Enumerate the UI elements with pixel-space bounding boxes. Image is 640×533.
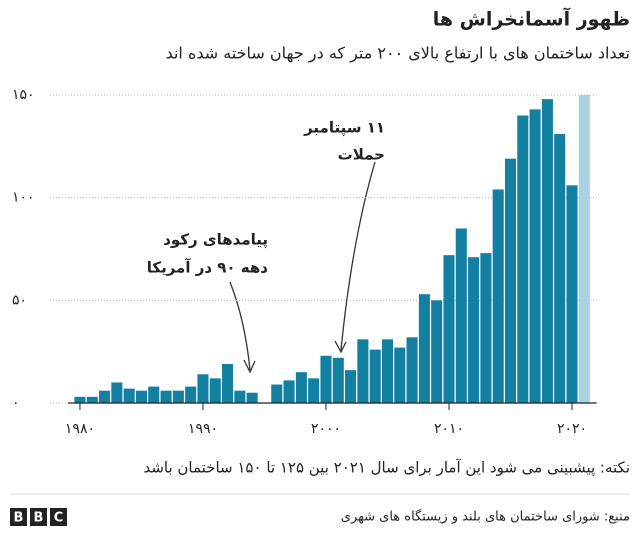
bar [480,253,492,403]
annotation-arrow [340,161,376,351]
bar [418,294,430,403]
chart-title: ظهور آسمانخراش ها [433,7,630,31]
y-tick-label: ۱۵۰ [12,87,35,103]
note: نکته: پیشبینی می شود این آمار برای سال ۲… [143,459,630,478]
chart-subtitle: تعداد ساختمان های با ارتفاع بالای ۲۰۰ مت… [166,44,630,64]
x-tick-label: ۲۰۰۰ [311,421,341,437]
x-tick-label: ۱۹۸۰ [65,421,95,437]
bar [185,386,197,403]
bar [99,390,111,403]
source: منبع: شورای ساختمان های بلند و زیستگاه ه… [341,509,630,525]
bar [406,337,418,403]
bar [271,384,283,403]
y-tick-label: ۱۰۰ [12,190,35,206]
bar [295,372,307,403]
bar [320,355,332,403]
bar [455,228,467,403]
bar [541,99,553,404]
logo-letter: B [14,511,24,526]
logo-box [10,508,27,526]
bar [345,370,357,403]
bar [209,378,221,403]
bar [123,388,135,403]
bar [394,347,406,403]
bar [381,339,394,403]
annotation: ۱۱ سپتامبر [303,119,385,138]
bar [308,378,320,403]
bar [443,255,455,403]
bar [529,109,541,403]
bar [222,363,234,403]
annotation: پیامدهای رکود [163,231,268,250]
bar [283,380,295,403]
bar [369,349,381,403]
logo-letter: C [54,511,64,526]
y-tick-label: ۰ [12,395,20,411]
bar [148,386,160,403]
bar [357,339,369,403]
annotation: حملات [338,146,385,164]
arrow-head [243,359,256,374]
bar [578,95,590,403]
bar [172,390,184,403]
x-tick-label: ۱۹۹۰ [188,421,218,437]
x-tick-label: ۲۰۱۰ [434,421,464,437]
bar [135,390,147,403]
bar [86,396,98,403]
annotation: دهه ۹۰ در آمریکا [147,259,269,277]
arrow-head [334,340,347,354]
logo-box [30,508,47,526]
bar [468,257,480,403]
logo-letter: B [34,511,44,526]
bar [111,382,123,403]
y-tick-label: ۵۰ [12,292,27,308]
bar [246,392,258,403]
bar [332,357,344,403]
bbc-logo: B B C [10,508,67,526]
bar [504,158,517,403]
bar [234,390,246,403]
bar [160,390,172,403]
bar [566,185,578,403]
bar [554,134,566,403]
bar [517,115,529,404]
logo-box [50,508,67,526]
bar [431,300,443,403]
annotation-arrow [229,281,251,371]
x-tick-label: ۲۰۲۰ [557,421,587,437]
bar [74,396,86,403]
bar [197,374,209,403]
bar [492,189,504,403]
